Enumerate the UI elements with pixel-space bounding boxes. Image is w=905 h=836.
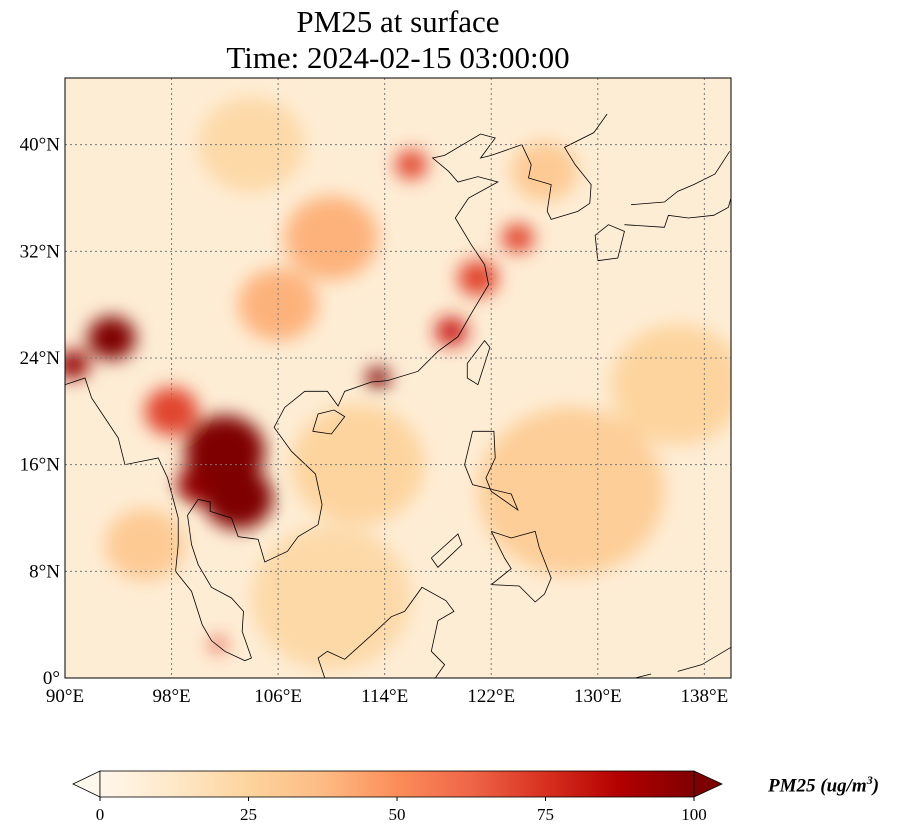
coastline — [594, 224, 625, 262]
colorbar-extend-min — [72, 770, 101, 798]
pm25-hotspot — [65, 350, 89, 380]
pm25-hotspot — [203, 466, 273, 530]
coastline — [631, 151, 731, 206]
colorbar-tick-label: 50 — [389, 805, 406, 824]
map-frame — [64, 77, 732, 679]
colorbar-gradient — [99, 770, 695, 798]
pm25-hotspot — [395, 150, 428, 180]
y-tick-label: 40°N — [20, 135, 61, 156]
pm25-hotspot — [366, 367, 391, 389]
y-tick-label: 32°N — [20, 241, 61, 262]
colorbar-label: PM25 (ug/m3) — [768, 773, 880, 797]
coastline — [466, 340, 491, 386]
colorbar-tick-label: 100 — [681, 805, 707, 824]
pm25-hotspot — [251, 526, 412, 670]
map-title-line1: PM25 at surface — [296, 4, 500, 39]
pm25-hotspot — [501, 223, 534, 253]
pm25-hotspot — [435, 316, 468, 346]
pm25-hotspot — [104, 508, 185, 581]
coastline — [611, 673, 652, 678]
map-title-line2: Time: 2024-02-15 03:00:00 — [226, 40, 570, 75]
colorbar-tick-label: 25 — [240, 805, 257, 824]
coastline — [430, 533, 463, 568]
pm25-hotspot — [611, 324, 731, 445]
pm25-hotspot — [511, 141, 578, 202]
pm25-hotspot — [477, 407, 665, 576]
y-tick-label: 16°N — [20, 455, 61, 476]
coastline — [677, 646, 731, 672]
coastline — [317, 610, 405, 678]
colorbar-tick-label: 75 — [537, 805, 554, 824]
colorbar-extend-max — [693, 770, 723, 798]
pm25-hotspot — [87, 316, 136, 360]
x-tick-label: 90°E — [46, 686, 84, 707]
pm25-hotspot — [210, 637, 227, 652]
pm25-hotspot — [284, 196, 379, 280]
coastline — [490, 530, 552, 603]
coastline — [624, 197, 731, 228]
colorbar-tick-label: 0 — [96, 805, 105, 824]
x-tick-label: 122°E — [467, 686, 515, 707]
y-tick-label: 8°N — [29, 561, 60, 582]
y-tick-label: 24°N — [20, 348, 61, 369]
pm25-hotspot — [291, 404, 425, 525]
coastline — [404, 586, 455, 678]
x-tick-label: 138°E — [681, 686, 729, 707]
pm25-hotspot — [144, 387, 199, 436]
x-tick-label: 114°E — [361, 686, 408, 707]
coastline — [312, 409, 346, 435]
coastline — [521, 113, 608, 220]
x-tick-label: 106°E — [254, 686, 302, 707]
y-tick-label: 0° — [43, 668, 60, 689]
coastline — [65, 133, 523, 662]
coastline — [464, 430, 519, 512]
colorbar: 0 25 50 75 100 — [72, 770, 723, 824]
pm25-hotspot — [457, 260, 498, 296]
x-tick-label: 98°E — [152, 686, 190, 707]
x-tick-label: 130°E — [574, 686, 622, 707]
